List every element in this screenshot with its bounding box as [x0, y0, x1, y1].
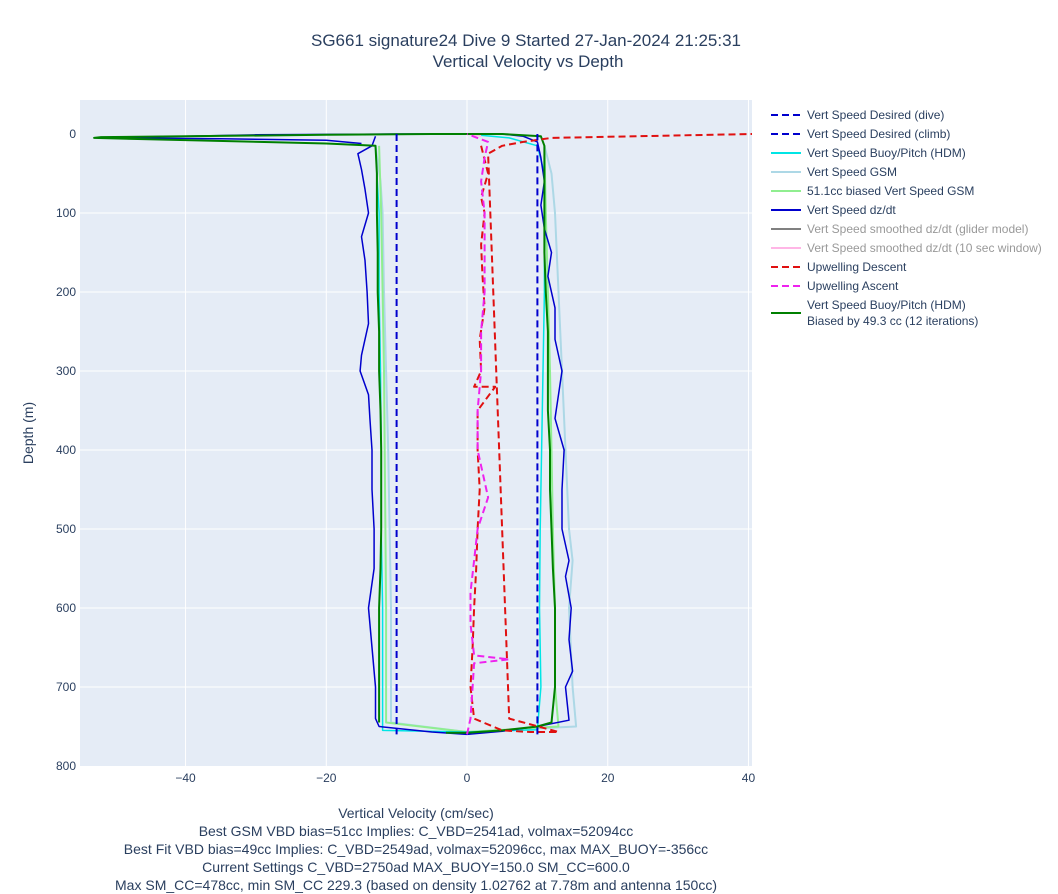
- legend-item[interactable]: Vert Speed smoothed dz/dt (glider model): [771, 222, 1028, 236]
- y-tick-label: 800: [56, 759, 76, 773]
- chart-title-line1: SG661 signature24 Dive 9 Started 27-Jan-…: [311, 31, 741, 50]
- x-tick-label: 20: [601, 771, 615, 785]
- y-tick-label: 300: [56, 364, 76, 378]
- x-tick-label: 0: [464, 771, 471, 785]
- y-tick-label: 600: [56, 601, 76, 615]
- y-tick-label: 700: [56, 680, 76, 694]
- y-tick-label: 500: [56, 522, 76, 536]
- legend: Vert Speed Desired (dive) Vert Speed Desi…: [771, 108, 1042, 328]
- legend-label: Vert Speed smoothed dz/dt (glider model): [807, 222, 1028, 236]
- x-axis-title: Vertical Velocity (cm/sec): [338, 805, 494, 821]
- series-line-9: [466, 133, 511, 735]
- x-gridlines: [185, 100, 749, 766]
- legend-item[interactable]: Vert Speed GSM: [771, 165, 897, 179]
- legend-label: Vert Speed Buoy/Pitch (HDM): [807, 146, 966, 160]
- y-gridlines: [80, 212, 752, 688]
- plot-area: [80, 100, 752, 766]
- legend-item[interactable]: Vert Speed Desired (dive): [771, 108, 944, 122]
- legend-label: Vert Speed Desired (dive): [807, 108, 944, 122]
- y-axis-ticks: 0 100 200 300 400 500 600 700 800: [56, 127, 76, 773]
- legend-label: 51.1cc biased Vert Speed GSM: [807, 184, 974, 198]
- series-layer: [93, 133, 752, 736]
- legend-label: Vert Speed Desired (climb): [807, 127, 950, 141]
- legend-item[interactable]: Upwelling Descent: [771, 260, 907, 274]
- caption-line-2: Best Fit VBD bias=49cc Implies: C_VBD=25…: [124, 841, 708, 857]
- legend-item[interactable]: Vert Speed Buoy/Pitch (HDM) Biased by 49.…: [771, 298, 978, 328]
- caption-line-4: Max SM_CC=478cc, min SM_CC 229.3 (based …: [115, 877, 717, 893]
- y-tick-label: 200: [56, 285, 76, 299]
- legend-label: Upwelling Ascent: [807, 279, 899, 293]
- legend-label: Upwelling Descent: [807, 260, 907, 274]
- caption-line-3: Current Settings C_VBD=2750ad MAX_BUOY=1…: [202, 859, 630, 875]
- y-tick-label: 400: [56, 443, 76, 457]
- y-tick-label: 100: [56, 206, 76, 220]
- x-tick-label: −40: [175, 771, 196, 785]
- caption-line-1: Best GSM VBD bias=51cc Implies: C_VBD=25…: [199, 823, 634, 839]
- legend-label: Biased by 49.3 cc (12 iterations): [807, 314, 978, 328]
- legend-item[interactable]: Vert Speed smoothed dz/dt (10 sec window…: [771, 241, 1042, 255]
- legend-item[interactable]: Vert Speed Buoy/Pitch (HDM): [771, 146, 966, 160]
- legend-item[interactable]: Vert Speed dz/dt: [771, 203, 896, 217]
- legend-item[interactable]: Vert Speed Desired (climb): [771, 127, 950, 141]
- legend-label: Vert Speed dz/dt: [807, 203, 896, 217]
- chart-title-line2: Vertical Velocity vs Depth: [433, 52, 624, 71]
- y-axis-title: Depth (m): [20, 402, 36, 464]
- legend-item[interactable]: Upwelling Ascent: [771, 279, 899, 293]
- series-line-8: [469, 133, 752, 733]
- legend-label: Vert Speed Buoy/Pitch (HDM): [807, 298, 966, 312]
- y-tick-label: 0: [69, 127, 76, 141]
- legend-item[interactable]: 51.1cc biased Vert Speed GSM: [771, 184, 974, 198]
- x-tick-label: 40: [742, 771, 756, 785]
- legend-label: Vert Speed smoothed dz/dt (10 sec window…: [807, 241, 1042, 255]
- x-tick-label: −20: [316, 771, 337, 785]
- x-axis-ticks: −40 −20 0 20 40: [175, 771, 755, 785]
- legend-label: Vert Speed GSM: [807, 165, 897, 179]
